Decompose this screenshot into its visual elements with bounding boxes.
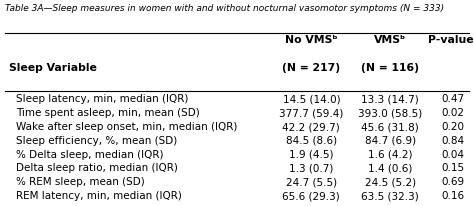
Text: 63.5 (32.3): 63.5 (32.3)	[361, 190, 419, 200]
Text: Time spent asleep, min, mean (SD): Time spent asleep, min, mean (SD)	[16, 108, 200, 118]
Text: 1.4 (0.6): 1.4 (0.6)	[368, 163, 412, 173]
Text: 1.3 (0.7): 1.3 (0.7)	[289, 163, 334, 173]
Text: 0.04: 0.04	[441, 149, 465, 159]
Text: 0.15: 0.15	[441, 163, 465, 173]
Text: 1.6 (4.2): 1.6 (4.2)	[368, 149, 412, 159]
Text: 45.6 (31.8): 45.6 (31.8)	[361, 121, 419, 131]
Text: 0.84: 0.84	[441, 135, 465, 145]
Text: 65.6 (29.3): 65.6 (29.3)	[283, 190, 340, 200]
Text: 84.5 (8.6): 84.5 (8.6)	[286, 135, 337, 145]
Text: Sleep efficiency, %, mean (SD): Sleep efficiency, %, mean (SD)	[16, 135, 178, 145]
Text: % REM sleep, mean (SD): % REM sleep, mean (SD)	[16, 176, 145, 186]
Text: Sleep Variable: Sleep Variable	[9, 63, 97, 73]
Text: 42.2 (29.7): 42.2 (29.7)	[283, 121, 340, 131]
Text: Sleep latency, min, median (IQR): Sleep latency, min, median (IQR)	[16, 94, 189, 104]
Text: 0.16: 0.16	[441, 190, 465, 200]
Text: No VMSᵇ: No VMSᵇ	[285, 34, 337, 44]
Text: 0.20: 0.20	[441, 121, 465, 131]
Text: 24.7 (5.5): 24.7 (5.5)	[286, 176, 337, 186]
Text: (N = 116): (N = 116)	[361, 63, 419, 73]
Text: 0.02: 0.02	[441, 108, 465, 118]
Text: 84.7 (6.9): 84.7 (6.9)	[365, 135, 416, 145]
Text: P-valueᶜ: P-valueᶜ	[428, 34, 474, 44]
Text: % Delta sleep, median (IQR): % Delta sleep, median (IQR)	[16, 149, 164, 159]
Text: 0.69: 0.69	[441, 176, 465, 186]
Text: 393.0 (58.5): 393.0 (58.5)	[358, 108, 422, 118]
Text: 13.3 (14.7): 13.3 (14.7)	[361, 94, 419, 104]
Text: VMSᵇ: VMSᵇ	[374, 34, 406, 44]
Text: Wake after sleep onset, min, median (IQR): Wake after sleep onset, min, median (IQR…	[16, 121, 238, 131]
Text: 377.7 (59.4): 377.7 (59.4)	[279, 108, 344, 118]
Text: 1.9 (4.5): 1.9 (4.5)	[289, 149, 334, 159]
Text: Delta sleep ratio, median (IQR): Delta sleep ratio, median (IQR)	[16, 163, 178, 173]
Text: REM latency, min, median (IQR): REM latency, min, median (IQR)	[16, 190, 182, 200]
Text: Table 3A—Sleep measures in women with and without nocturnal vasomotor symptoms (: Table 3A—Sleep measures in women with an…	[5, 4, 444, 13]
Text: 0.47: 0.47	[441, 94, 465, 104]
Text: 24.5 (5.2): 24.5 (5.2)	[365, 176, 416, 186]
Text: 14.5 (14.0): 14.5 (14.0)	[283, 94, 340, 104]
Text: (N = 217): (N = 217)	[282, 63, 340, 73]
